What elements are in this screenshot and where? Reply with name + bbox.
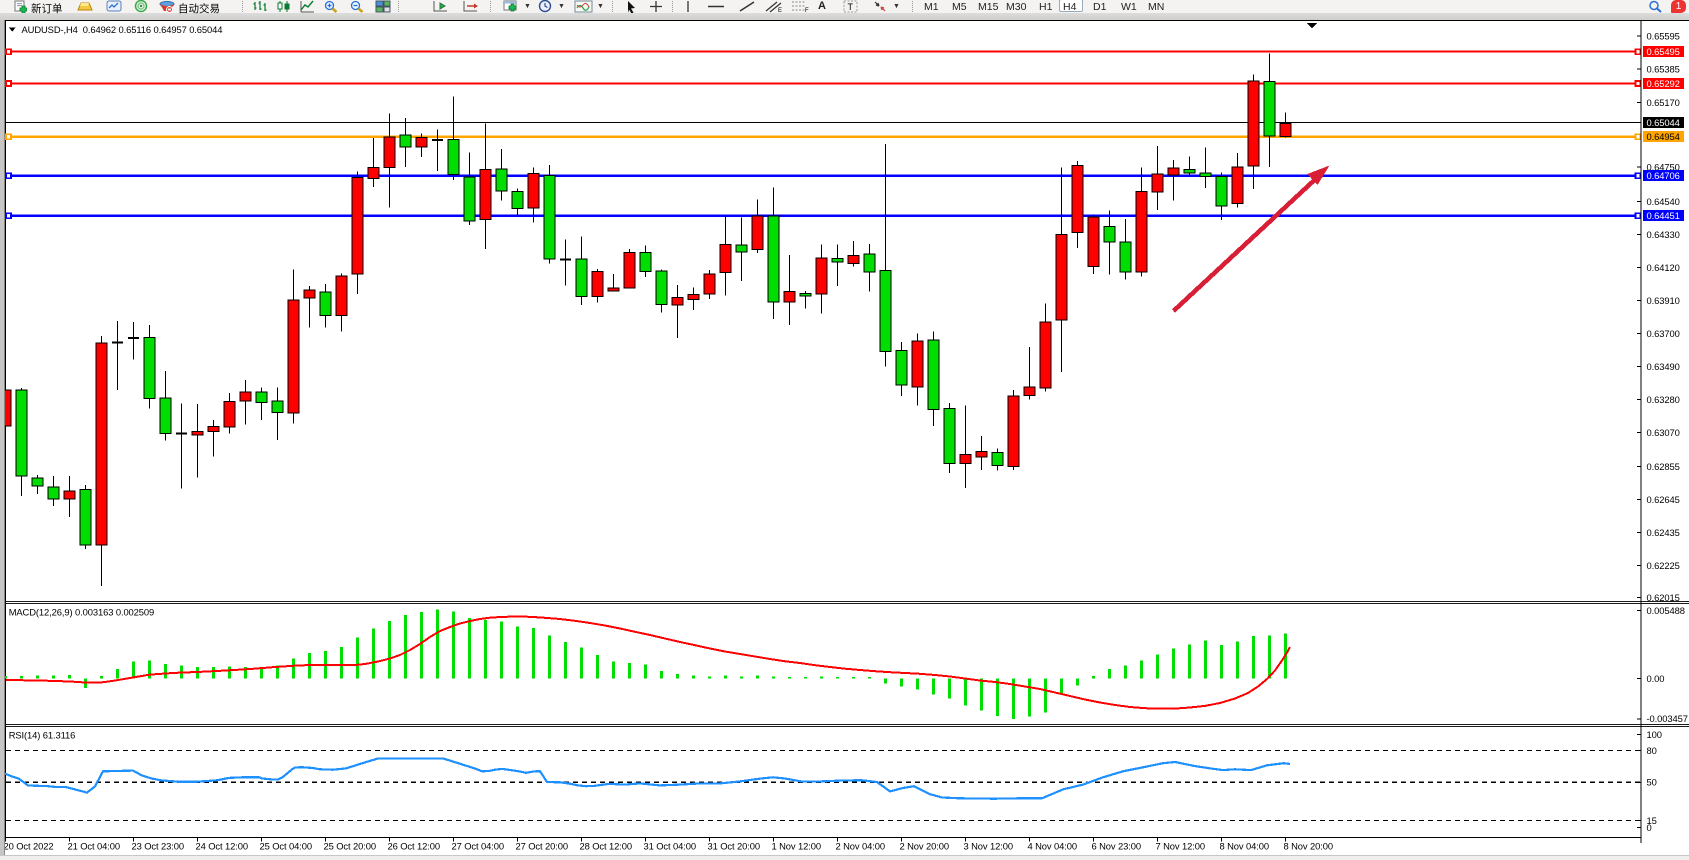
svg-text:6 Nov 23:00: 6 Nov 23:00 [1092, 840, 1141, 851]
svg-text:0.65292: 0.65292 [1647, 78, 1680, 89]
svg-text:2 Nov 20:00: 2 Nov 20:00 [900, 840, 949, 851]
svg-text:2 Nov 04:00: 2 Nov 04:00 [836, 840, 885, 851]
svg-text:50: 50 [1647, 777, 1657, 788]
svg-text:RSI(14) 61.3116: RSI(14) 61.3116 [9, 730, 76, 741]
svg-text:28 Oct 12:00: 28 Oct 12:00 [580, 840, 632, 851]
svg-text:MACD(12,26,9) 0.003163 0.00250: MACD(12,26,9) 0.003163 0.002509 [9, 607, 154, 618]
svg-text:25 Oct 20:00: 25 Oct 20:00 [324, 840, 376, 851]
svg-text:31 Oct 04:00: 31 Oct 04:00 [644, 840, 696, 851]
svg-text:0.63490: 0.63490 [1647, 361, 1680, 372]
svg-text:0.63070: 0.63070 [1647, 427, 1680, 438]
svg-text:1 Nov 12:00: 1 Nov 12:00 [772, 840, 821, 851]
svg-text:24 Oct 12:00: 24 Oct 12:00 [196, 840, 248, 851]
svg-text:27 Oct 20:00: 27 Oct 20:00 [516, 840, 568, 851]
svg-text:15: 15 [1647, 815, 1657, 826]
svg-text:0.00: 0.00 [1647, 673, 1665, 684]
svg-text:23 Oct 23:00: 23 Oct 23:00 [132, 840, 184, 851]
svg-text:7 Nov 12:00: 7 Nov 12:00 [1156, 840, 1205, 851]
svg-text:0.65595: 0.65595 [1647, 30, 1680, 41]
svg-text:0.62225: 0.62225 [1647, 560, 1680, 571]
svg-text:0.64706: 0.64706 [1647, 170, 1680, 181]
svg-text:0.63910: 0.63910 [1647, 295, 1680, 306]
svg-text:80: 80 [1647, 745, 1657, 756]
svg-text:4 Nov 04:00: 4 Nov 04:00 [1028, 840, 1077, 851]
svg-text:F: F [805, 8, 809, 13]
svg-text:0.64451: 0.64451 [1647, 210, 1680, 221]
svg-text:0.64120: 0.64120 [1647, 262, 1680, 273]
svg-text:0.64540: 0.64540 [1647, 196, 1680, 207]
svg-text:26 Oct 12:00: 26 Oct 12:00 [388, 840, 440, 851]
svg-text:3 Nov 12:00: 3 Nov 12:00 [964, 840, 1013, 851]
svg-text:0.63700: 0.63700 [1647, 328, 1680, 339]
svg-text:21 Oct 04:00: 21 Oct 04:00 [68, 840, 120, 851]
svg-text:100: 100 [1647, 729, 1662, 740]
svg-text:0.65495: 0.65495 [1647, 46, 1680, 57]
svg-text:0.64330: 0.64330 [1647, 229, 1680, 240]
svg-text:31 Oct 20:00: 31 Oct 20:00 [708, 840, 760, 851]
svg-text:27 Oct 04:00: 27 Oct 04:00 [452, 840, 504, 851]
svg-text:E: E [778, 8, 782, 13]
svg-text:0.65385: 0.65385 [1647, 63, 1680, 74]
svg-text:0.62645: 0.62645 [1647, 494, 1680, 505]
svg-text:25 Oct 04:00: 25 Oct 04:00 [260, 840, 312, 851]
svg-text:AUDUSD-,H4 0.64962 0.65116 0.: AUDUSD-,H4 0.64962 0.65116 0.64957 0.650… [22, 24, 223, 35]
svg-text:T: T [848, 2, 854, 12]
svg-text:-0.003457: -0.003457 [1647, 713, 1688, 724]
svg-text:0.62855: 0.62855 [1647, 461, 1680, 472]
svg-text:8 Nov 20:00: 8 Nov 20:00 [1284, 840, 1333, 851]
svg-text:8 Nov 04:00: 8 Nov 04:00 [1220, 840, 1269, 851]
svg-text:0.63280: 0.63280 [1647, 394, 1680, 405]
svg-text:0.64954: 0.64954 [1647, 131, 1680, 142]
svg-text:0: 0 [1647, 822, 1652, 833]
svg-text:0.65170: 0.65170 [1647, 97, 1680, 108]
svg-text:0.64750: 0.64750 [1647, 161, 1680, 172]
svg-text:0.62015: 0.62015 [1647, 592, 1680, 603]
svg-text:0.62435: 0.62435 [1647, 527, 1680, 538]
svg-text:0.65044: 0.65044 [1647, 117, 1680, 128]
svg-text:0.005488: 0.005488 [1647, 605, 1685, 616]
svg-text:20 Oct 2022: 20 Oct 2022 [4, 840, 54, 851]
